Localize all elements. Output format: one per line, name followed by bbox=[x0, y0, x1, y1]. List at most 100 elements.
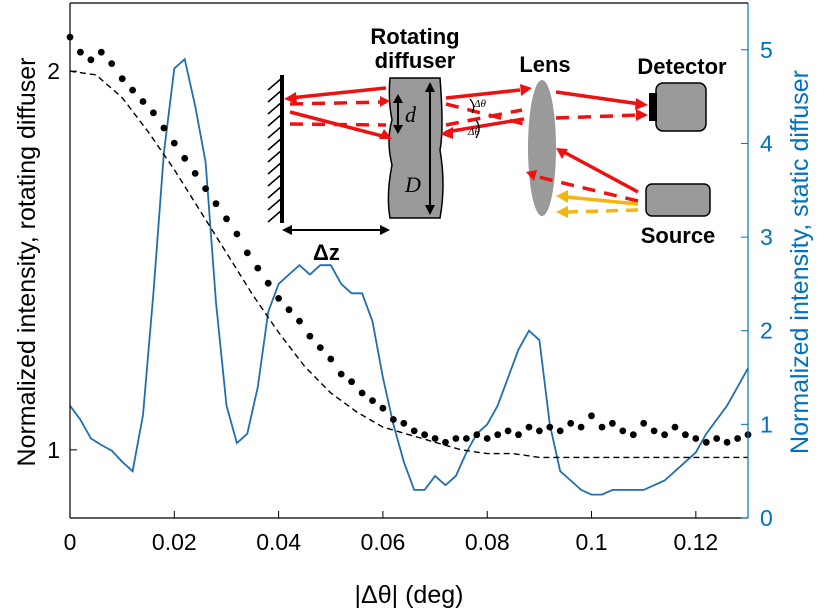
measured-point bbox=[212, 200, 220, 208]
measured-point bbox=[108, 60, 116, 67]
measured-point bbox=[713, 435, 721, 442]
measured-point bbox=[296, 317, 303, 325]
detector-label: Detector bbox=[637, 54, 727, 79]
x-tick-label: 0.08 bbox=[465, 529, 510, 555]
measured-point bbox=[494, 431, 502, 439]
x-tick-label: 0.02 bbox=[152, 529, 197, 555]
lens-label: Lens bbox=[519, 52, 570, 77]
d-small-label: d bbox=[405, 102, 417, 127]
measured-point bbox=[442, 438, 449, 446]
right-tick-label: 5 bbox=[760, 37, 773, 63]
measured-point bbox=[473, 431, 481, 439]
x-axis-ticks: 0 0.02 0.04 0.06 0.08 0.1 0.12 bbox=[64, 511, 718, 555]
measured-point bbox=[692, 435, 700, 442]
yellow-arrowheads bbox=[556, 190, 568, 218]
setup-schematic: d D Δz bbox=[267, 24, 727, 265]
measured-point bbox=[588, 412, 595, 420]
static-diffuser-series bbox=[69, 57, 749, 496]
measured-point bbox=[650, 427, 658, 435]
dtheta-label-bottom: Δθ bbox=[467, 126, 480, 138]
x-tick-label: 0.1 bbox=[576, 529, 608, 555]
x-tick-label: 0.12 bbox=[673, 529, 718, 555]
measured-point bbox=[734, 435, 741, 442]
measured-point bbox=[160, 124, 168, 132]
measured-point bbox=[463, 435, 470, 442]
measured-point bbox=[567, 419, 575, 427]
source-shape bbox=[645, 183, 711, 217]
measured-point bbox=[369, 397, 376, 404]
measured-point bbox=[640, 419, 648, 427]
measured-point bbox=[379, 404, 387, 412]
measured-point bbox=[682, 431, 689, 439]
left-axis-label: Normalized intensity, rotating diffuser bbox=[13, 58, 41, 467]
measured-point bbox=[525, 423, 533, 431]
measured-point bbox=[181, 154, 189, 162]
x-tick-label: 0.06 bbox=[361, 529, 406, 555]
measured-point bbox=[609, 419, 616, 427]
measured-point bbox=[264, 279, 272, 287]
x-tick-label: 0.04 bbox=[256, 529, 301, 555]
measured-point bbox=[702, 438, 710, 446]
right-tick-label: 0 bbox=[760, 505, 773, 531]
measured-point bbox=[483, 435, 491, 442]
measured-point bbox=[170, 139, 178, 147]
red-dashed-arrowheads bbox=[380, 96, 648, 181]
measured-point bbox=[556, 427, 564, 435]
left-axis-ticks: 12 bbox=[47, 58, 77, 463]
measured-point bbox=[139, 98, 147, 105]
right-tick-label: 1 bbox=[760, 411, 773, 437]
measured-point bbox=[191, 170, 199, 177]
measured-point bbox=[202, 185, 210, 193]
measured-point bbox=[723, 438, 731, 446]
measured-point bbox=[275, 295, 282, 302]
right-axis-label: Normalized intensity, static diffuser bbox=[786, 70, 814, 454]
rotating-label-line1: Rotating bbox=[370, 24, 459, 49]
measured-point bbox=[598, 423, 606, 431]
measured-point bbox=[150, 109, 157, 117]
dtheta-label-top: Δθ bbox=[473, 98, 486, 110]
measured-point bbox=[515, 431, 522, 439]
measured-point bbox=[87, 56, 95, 64]
measured-point bbox=[129, 86, 137, 94]
measured-point bbox=[421, 431, 428, 439]
source-label: Source bbox=[641, 223, 716, 248]
left-tick-label: 1 bbox=[47, 437, 60, 463]
measured-point bbox=[452, 435, 460, 442]
measured-point bbox=[358, 389, 366, 397]
right-tick-label: 2 bbox=[760, 318, 773, 344]
measured-point bbox=[77, 48, 84, 56]
measured-point bbox=[306, 332, 314, 340]
lens-shape bbox=[528, 80, 556, 216]
measured-point bbox=[577, 423, 585, 431]
measured-point bbox=[400, 419, 408, 427]
measured-point bbox=[118, 75, 126, 83]
x-axis-label: |Δθ| (deg) bbox=[355, 581, 464, 609]
measured-point bbox=[233, 230, 241, 238]
measured-point bbox=[223, 215, 230, 223]
measured-point bbox=[348, 378, 355, 386]
dz-label: Δz bbox=[313, 240, 340, 265]
red-arrowheads bbox=[284, 84, 648, 159]
measured-point bbox=[619, 427, 627, 435]
fit-curve-series bbox=[69, 70, 748, 459]
measured-point bbox=[629, 431, 637, 439]
mirror-hatching bbox=[267, 77, 283, 223]
red-dashed-rays bbox=[289, 100, 641, 203]
measured-dots-series bbox=[66, 33, 752, 446]
measured-point bbox=[254, 264, 262, 272]
right-axis-ticks: 0 1 2 3 4 5 bbox=[741, 37, 773, 531]
measured-point bbox=[285, 306, 293, 314]
measured-point bbox=[327, 355, 335, 363]
d-big-label: D bbox=[404, 172, 421, 197]
measured-point bbox=[316, 344, 324, 351]
x-tick-label: 0 bbox=[64, 529, 77, 555]
measured-point bbox=[536, 427, 543, 435]
plot-area bbox=[66, 33, 752, 496]
detector-shape bbox=[655, 82, 707, 132]
measured-point bbox=[410, 427, 418, 435]
measured-point bbox=[390, 416, 397, 423]
measured-point bbox=[97, 48, 105, 56]
measured-point bbox=[661, 431, 668, 439]
measured-point bbox=[337, 370, 345, 378]
